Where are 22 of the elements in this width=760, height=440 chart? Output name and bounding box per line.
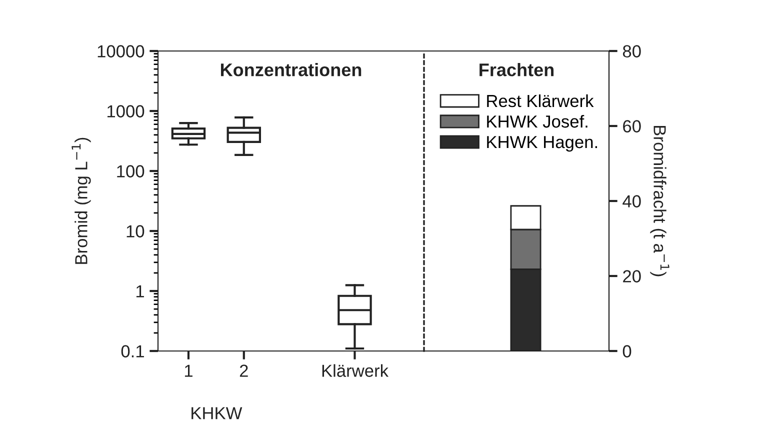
x-tick-label: 1 (184, 364, 192, 377)
text: Frachten (480, 63, 554, 76)
text: Konzentrationen (220, 63, 362, 76)
legend-label: KHWK Hagen. (487, 136, 597, 152)
x-tick-label: Klärwerk (322, 364, 389, 377)
y-tick-label: 1000 (108, 105, 144, 118)
y-tick-label: 0 (622, 345, 632, 358)
y-tick-label: 40 (622, 195, 641, 208)
y-tick-label: 1 (136, 285, 144, 298)
y-tick-label: 60 (623, 120, 641, 132)
y-tick-label: 100 (117, 165, 144, 178)
legend-label: Rest Klärwerk (487, 94, 594, 108)
y-tick-label: 80 (622, 45, 641, 58)
y-tick-label: 10000 (98, 45, 144, 58)
y-tick-label: 0.1 (121, 345, 144, 358)
y-axis-title: Bromid (mg L$^{−1}$) (72, 138, 91, 264)
legend-label: KHWK Josef. (487, 114, 588, 128)
y-tick-label: 20 (623, 270, 641, 282)
y-tick-label: 10 (126, 225, 144, 238)
x-tick-label: 2 (240, 364, 248, 377)
text: KHKW (192, 407, 242, 420)
y-axis-title: Bromidfracht (t a$^{−1}$) (650, 126, 670, 276)
